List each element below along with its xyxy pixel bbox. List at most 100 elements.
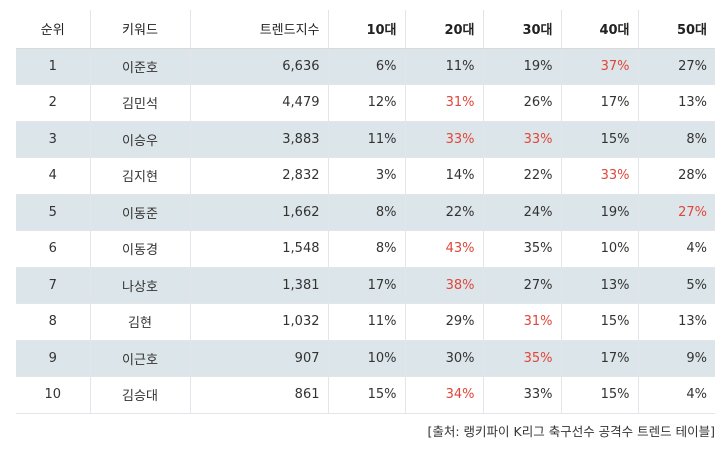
header-age-30s: 30대 [483,10,562,49]
age-share-cell: 24% [483,194,562,231]
rank-cell: 7 [16,267,91,304]
table-row: 3 이승우 3,883 11% 33% 33% 15% 8% [16,121,715,158]
table-row: 7 나상호 1,381 17% 38% 27% 13% 5% [16,267,715,304]
age-share-cell: 14% [405,157,484,194]
table-row: 9 이근호 907 10% 30% 35% 17% 9% [16,340,715,377]
table-row: 1 이준호 6,636 6% 11% 19% 37% 27% [16,48,715,85]
table-row: 2 김민석 4,479 12% 31% 26% 17% 13% [16,84,715,121]
keyword-cell: 김승대 [90,376,191,413]
age-share-cell: 8% [686,131,707,147]
header-trend-index: 트렌드지수 [190,10,329,49]
table-header-row: 순위 키워드 트렌드지수 10대 20대 30대 40대 50대 [16,10,715,49]
age-share-cell: 3% [328,157,406,194]
trend-index-cell: 2,832 [190,157,329,194]
header-age-40s: 40대 [561,10,639,49]
source-caption: [출처: 랭키파이 K리그 축구선수 공격수 트렌드 테이블] [427,424,715,439]
trend-index-cell: 1,381 [190,267,329,304]
header-age-20s: 20대 [405,10,484,49]
age-share-cell: 26% [483,84,562,121]
age-share-cell: 13% [561,267,639,304]
trend-index-cell: 1,662 [190,194,329,231]
age-share-cell: 33% [483,121,562,158]
age-share-cell: 28% [678,168,707,184]
age-share-cell: 17% [328,267,406,304]
age-share-cell: 4% [686,387,707,403]
age-share-cell: 19% [483,48,562,85]
age-share-cell: 29% [405,303,484,340]
keyword-cell: 이준호 [90,48,191,85]
age-share-cell: 15% [561,121,639,158]
age-share-cell: 27% [678,58,707,74]
rank-cell: 10 [16,376,91,413]
table-row: 4 김지현 2,832 3% 14% 22% 33% 28% [16,157,715,194]
trend-index-cell: 1,548 [190,230,329,267]
age-share-cell: 6% [328,48,406,85]
header-age-50s: 50대 [638,10,715,49]
trend-table: 순위 키워드 트렌드지수 10대 20대 30대 40대 50대 1 이준호 6,6… [16,10,715,414]
header-age-10s: 10대 [328,10,406,49]
age-share-cell: 31% [483,303,562,340]
age-share-cell: 11% [405,48,484,85]
table-row: 6 이동경 1,548 8% 43% 35% 10% 4% [16,230,715,267]
table-row: 8 김현 1,032 11% 29% 31% 15% 13% [16,303,715,340]
age-share-cell: 35% [483,340,562,377]
age-share-cell: 17% [561,340,639,377]
age-share-cell: 15% [328,376,406,413]
keyword-cell: 김현 [90,303,191,340]
age-share-cell: 8% [328,230,406,267]
age-share-cell: 11% [328,303,406,340]
age-share-cell: 30% [405,340,484,377]
trend-index-cell: 861 [190,376,329,413]
trend-index-cell: 1,032 [190,303,329,340]
age-share-cell: 31% [405,84,484,121]
rank-cell: 1 [16,48,91,85]
table-row: 10 김승대 861 15% 34% 33% 15% 4% [16,376,715,413]
age-share-cell: 10% [561,230,639,267]
rank-cell: 4 [16,157,91,194]
age-share-cell: 13% [678,314,707,330]
rank-cell: 6 [16,230,91,267]
keyword-cell: 나상호 [90,267,191,304]
trend-index-cell: 4,479 [190,84,329,121]
header-keyword: 키워드 [90,10,191,49]
age-share-cell: 38% [405,267,484,304]
keyword-cell: 김지현 [90,157,191,194]
age-share-cell: 15% [561,303,639,340]
age-share-cell: 43% [405,230,484,267]
trend-table-container: 순위 키워드 트렌드지수 10대 20대 30대 40대 50대 1 이준호 6,6… [16,10,715,414]
table-row: 5 이동준 1,662 8% 22% 24% 19% 27% [16,194,715,231]
table-body: 1 이준호 6,636 6% 11% 19% 37% 27% 2 김민석 4,479 12% 31% 26… [16,48,715,413]
age-share-cell: 27% [483,267,562,304]
age-share-cell: 5% [686,277,707,293]
keyword-cell: 김민석 [90,84,191,121]
rank-cell: 8 [16,303,91,340]
age-share-cell: 27% [678,204,707,220]
age-share-cell: 17% [561,84,639,121]
age-share-cell: 10% [328,340,406,377]
keyword-cell: 이근호 [90,340,191,377]
age-share-cell: 22% [405,194,484,231]
rank-cell: 3 [16,121,91,158]
age-share-cell: 33% [483,376,562,413]
trend-index-cell: 3,883 [190,121,329,158]
trend-index-cell: 6,636 [190,48,329,85]
age-share-cell: 4% [686,241,707,257]
rank-cell: 9 [16,340,91,377]
rank-cell: 2 [16,84,91,121]
age-share-cell: 35% [483,230,562,267]
age-share-cell: 8% [328,194,406,231]
age-share-cell: 33% [561,157,639,194]
age-share-cell: 37% [561,48,639,85]
keyword-cell: 이승우 [90,121,191,158]
keyword-cell: 이동준 [90,194,191,231]
rank-cell: 5 [16,194,91,231]
age-share-cell: 9% [686,350,707,366]
age-share-cell: 33% [405,121,484,158]
age-share-cell: 11% [328,121,406,158]
age-share-cell: 13% [678,95,707,111]
header-rank: 순위 [16,10,91,49]
age-share-cell: 22% [483,157,562,194]
keyword-cell: 이동경 [90,230,191,267]
age-share-cell: 19% [561,194,639,231]
age-share-cell: 34% [405,376,484,413]
